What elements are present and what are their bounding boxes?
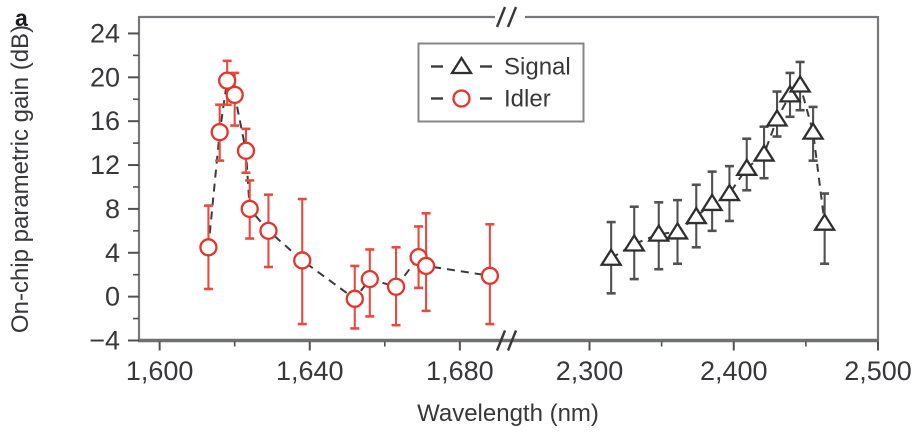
- x-tick-label: 1,640: [276, 356, 344, 386]
- axis-ticks: −4 0 4 8 12 16 20 24 1,600 1,640 1,680 2,300 2,400 2,…: [89, 18, 912, 386]
- axis-break-mark: [506, 330, 518, 351]
- legend-label-idler: Idler: [504, 86, 551, 113]
- series-idler: [199, 59, 500, 330]
- legend-box: [417, 42, 585, 123]
- data-series: [199, 59, 837, 330]
- axis-break-mark: [495, 330, 507, 351]
- x-tick-label: 2,400: [700, 356, 768, 386]
- idler-marker: [416, 256, 436, 276]
- idler-marker: [218, 71, 237, 90]
- idler-marker: [360, 269, 379, 289]
- legend-entry-idler: Idler: [431, 86, 551, 113]
- idler-marker: [345, 289, 364, 308]
- x-tick-label: 1,600: [126, 356, 194, 386]
- y-tick-label: 4: [105, 238, 120, 268]
- x-tick-label: 2,300: [556, 356, 624, 386]
- signal-marker: [813, 212, 837, 231]
- legend-label-signal: Signal: [504, 54, 571, 81]
- idler-marker: [225, 85, 244, 105]
- y-tick-label: −4: [89, 326, 120, 356]
- signal-marker: [665, 221, 690, 240]
- panel-label: a: [15, 5, 28, 31]
- y-axis-label: On-chip parametric gain (dB): [7, 25, 34, 333]
- signal-marker: [735, 157, 759, 176]
- y-tick-label: 16: [90, 106, 120, 136]
- signal-marker: [622, 233, 646, 252]
- signal-marker: [684, 205, 708, 225]
- x-tick-label: 2,500: [844, 356, 912, 386]
- legend-circle-icon: [452, 89, 471, 108]
- idler-marker: [480, 266, 500, 285]
- y-tick-label: 0: [105, 282, 120, 312]
- legend-triangle-icon: [449, 55, 474, 75]
- signal-marker: [752, 143, 776, 162]
- axis-break-mark: [495, 6, 507, 28]
- signal-dashed-line: [610, 83, 826, 260]
- signal-marker: [788, 74, 812, 93]
- signal-marker: [717, 182, 742, 202]
- idler-marker: [210, 122, 229, 142]
- idler-marker: [199, 238, 218, 257]
- idler-marker: [293, 251, 312, 270]
- x-tick-label: 1,680: [426, 356, 494, 386]
- signal-marker: [647, 223, 671, 242]
- plot-frame: [137, 6, 880, 351]
- signal-marker: [700, 192, 724, 212]
- idler-marker: [236, 141, 256, 160]
- legend: Signal Idler: [417, 42, 585, 123]
- idler-marker: [259, 221, 278, 240]
- signal-marker: [778, 84, 802, 103]
- y-tick-label: 8: [105, 194, 120, 224]
- x-axis-label: Wavelength (nm): [417, 400, 599, 427]
- y-tick-label: 12: [90, 150, 120, 180]
- idler-marker: [386, 277, 406, 296]
- legend-entry-signal: Signal: [431, 54, 571, 81]
- signal-marker: [765, 108, 789, 127]
- y-tick-label: 20: [90, 62, 120, 92]
- axis-break-mark: [506, 6, 518, 28]
- idler-marker: [240, 199, 259, 219]
- signal-marker: [801, 121, 825, 140]
- signal-marker: [599, 247, 623, 266]
- series-signal: [599, 60, 837, 295]
- y-tick-label: 24: [90, 18, 120, 48]
